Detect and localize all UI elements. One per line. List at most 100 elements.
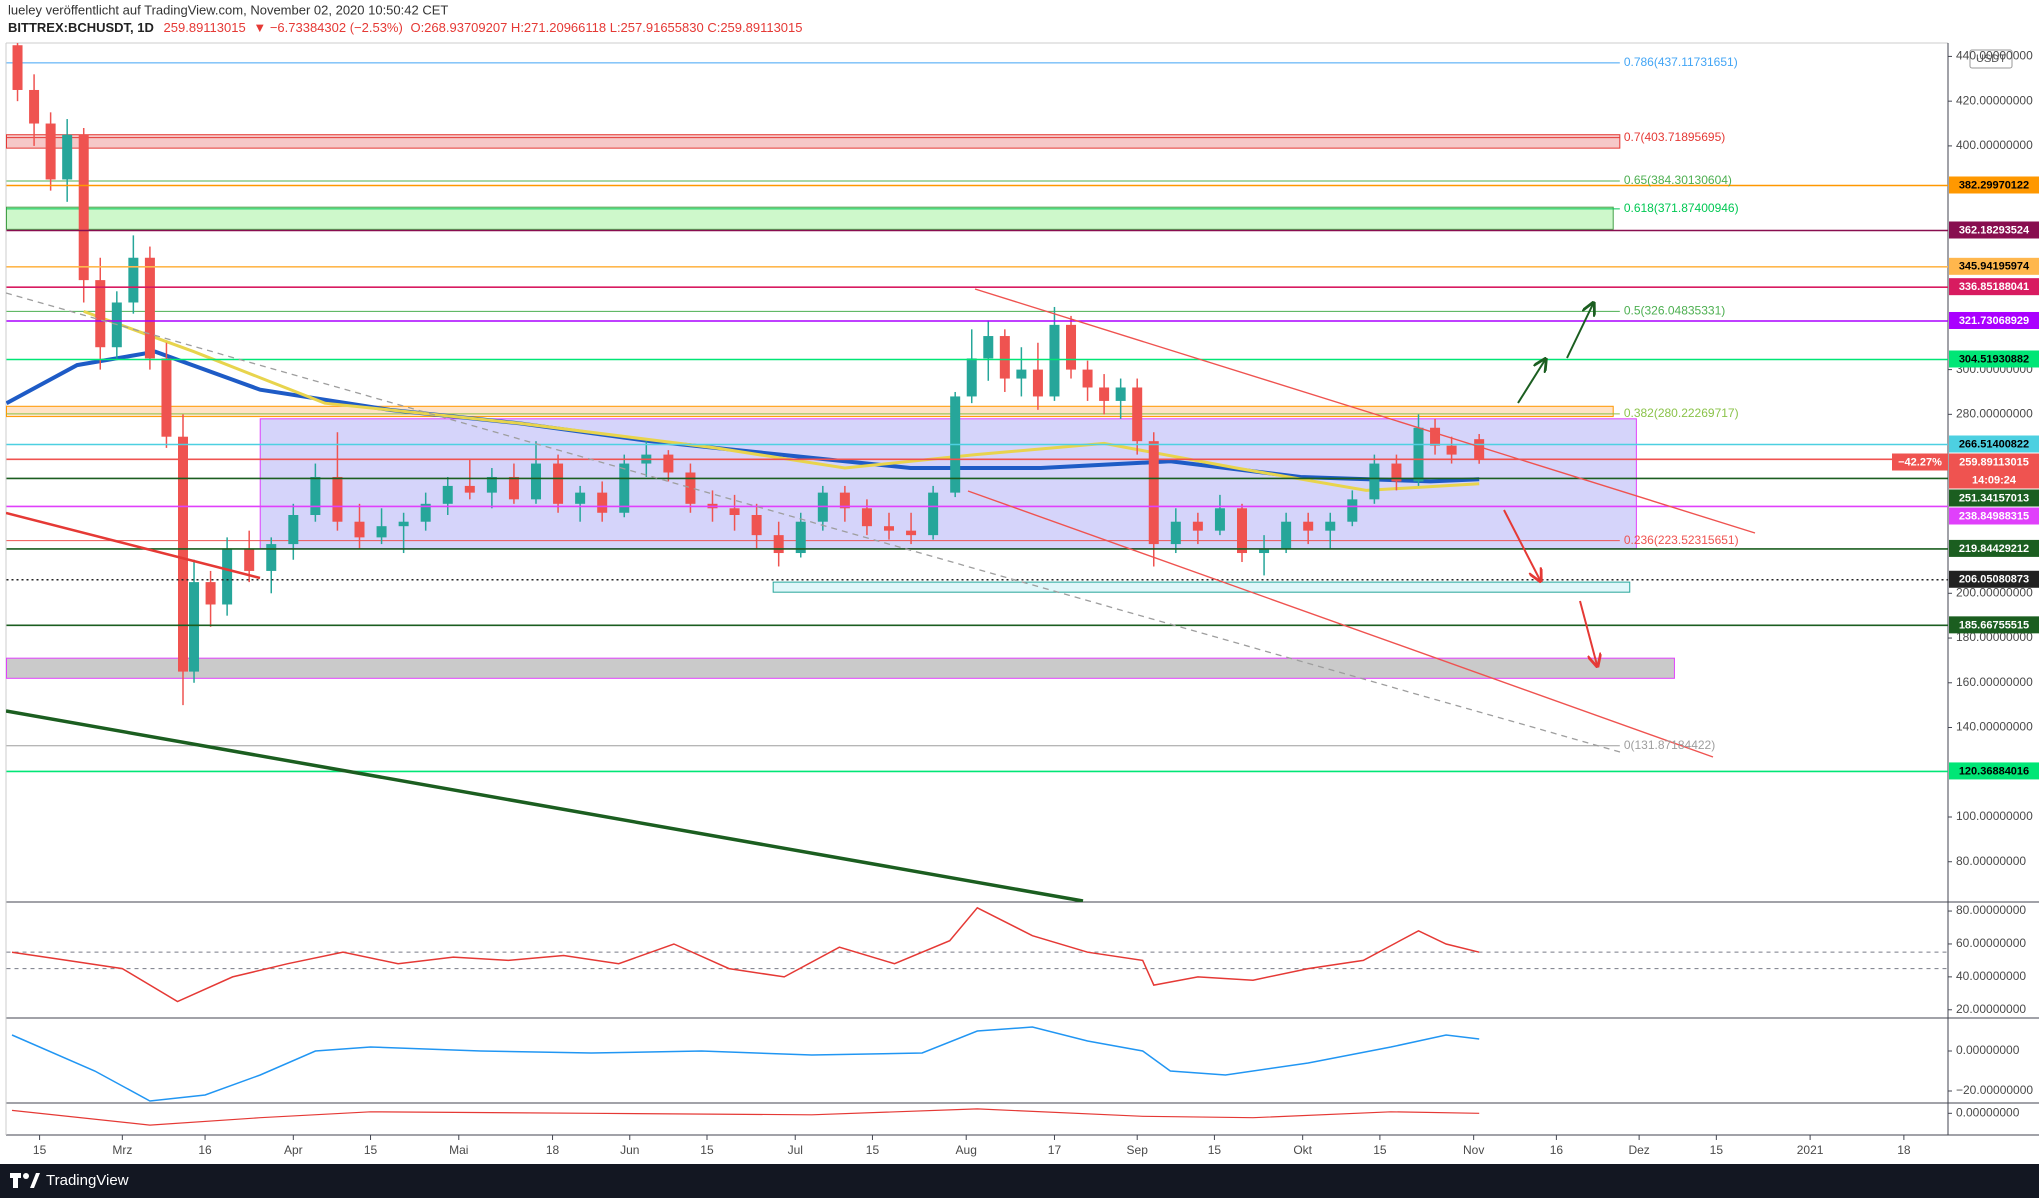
price-label: 362.18293524	[1959, 224, 2030, 236]
candle-body	[553, 463, 564, 504]
x-tick-label: Jul	[788, 1143, 803, 1157]
candle-body	[354, 521, 365, 538]
y-tick-label: 80.00000000	[1956, 903, 2026, 917]
candle-body	[78, 134, 89, 281]
candle-body	[1032, 369, 1043, 397]
candle-body	[1170, 521, 1181, 545]
price-label-box	[1949, 435, 2039, 453]
trend-line	[6, 511, 261, 580]
price-label-box	[1949, 221, 2039, 239]
candle-body	[420, 503, 431, 522]
candle-body	[575, 492, 586, 504]
y-tick-label: 60.00000000	[1956, 936, 2026, 950]
y-tick-label: 100.00000000	[1956, 809, 2033, 823]
x-tick-label: 2021	[1797, 1143, 1824, 1157]
y-tick-label: 140.00000000	[1956, 720, 2033, 734]
candle-body	[1049, 324, 1060, 397]
candle-body	[398, 521, 409, 527]
trend-line	[6, 292, 1621, 753]
x-tick-label: Okt	[1293, 1143, 1312, 1157]
price-label-box	[1949, 489, 2039, 507]
candle-body	[1303, 521, 1314, 531]
candle-body	[1325, 521, 1336, 531]
x-tick-label: 15	[1208, 1143, 1222, 1157]
fib-label: 0.65(384.30130604)	[1624, 173, 1732, 187]
fib-label: 0(131.87184422)	[1624, 738, 1715, 752]
candle-body	[376, 526, 387, 538]
arrow-up	[1517, 360, 1545, 404]
zone	[6, 206, 1614, 230]
price-label: 219.84429212	[1959, 543, 2029, 555]
candle-body	[983, 336, 994, 359]
candle-body	[966, 358, 977, 397]
candle-body	[12, 45, 23, 90]
x-tick-label: Dez	[1628, 1143, 1649, 1157]
x-tick-label: Aug	[956, 1143, 977, 1157]
brand: TradingView	[46, 1172, 129, 1189]
price-label-box	[1949, 539, 2039, 557]
zone	[6, 657, 1675, 679]
price-label: 238.84988315	[1959, 510, 2029, 522]
candle-body	[597, 492, 608, 513]
candle-body	[144, 257, 155, 359]
x-tick-label: 18	[1897, 1143, 1911, 1157]
oscillator-pane	[11, 1108, 1480, 1126]
arrow-up	[1566, 304, 1593, 359]
price-pane	[6, 43, 1948, 773]
y-tick-label: 80.00000000	[1956, 854, 2026, 868]
candle-body	[62, 134, 73, 180]
zone	[6, 134, 1621, 149]
candle-body	[1214, 508, 1225, 531]
candle-body	[795, 521, 806, 554]
y-tick-label: 280.00000000	[1956, 407, 2033, 421]
candle-body	[464, 485, 475, 493]
countdown: 14:09:24	[1972, 474, 2017, 486]
candle-body	[128, 257, 139, 303]
candle-body	[1391, 463, 1402, 482]
fib-label: 0.786(437.11731651)	[1624, 55, 1738, 69]
candle-body	[222, 548, 233, 605]
candle-body	[244, 548, 255, 571]
candle-body	[999, 336, 1010, 379]
candle-body	[1446, 445, 1457, 455]
pane-frames	[5, 42, 2039, 1136]
macd-pane	[11, 1026, 1480, 1102]
candle-body	[332, 476, 343, 522]
fib-label: 0.5(326.04835331)	[1624, 304, 1725, 318]
candle-body	[310, 476, 321, 516]
y-tick-label: 420.00000000	[1956, 93, 2033, 107]
price-label-box	[1949, 176, 2039, 194]
footer	[0, 1164, 2039, 1198]
y-tick-label: 400.00000000	[1956, 138, 2033, 152]
percent-label: −42.27%	[1898, 456, 1942, 468]
change: ▼ −6.73384302 (−2.53%)	[253, 20, 402, 35]
arrow-down	[1579, 600, 1597, 665]
symbol-line: BITTREX:BCHUSDT, 1D 259.89113015 ▼ −6.73…	[8, 20, 803, 35]
candle-body	[189, 582, 200, 672]
indicator-line	[11, 1026, 1480, 1102]
x-tick-label: Mrz	[112, 1143, 132, 1157]
price-label: 259.89113015	[1959, 456, 2029, 468]
zone	[259, 418, 1637, 550]
zone	[772, 581, 1631, 593]
y-tick-label: 20.00000000	[1956, 1002, 2026, 1016]
indicator-line	[83, 309, 1480, 492]
x-tick-label: 15	[33, 1143, 47, 1157]
x-tick-label: Mai	[449, 1143, 468, 1157]
candle-body	[1347, 499, 1358, 522]
candle-body	[839, 492, 850, 509]
y-tick-label: −20.00000000	[1956, 1083, 2033, 1097]
candle-body	[288, 515, 299, 545]
candle-body	[442, 485, 453, 504]
candle-body	[663, 454, 674, 473]
candle-body	[1192, 521, 1203, 531]
x-tick-label: 16	[1550, 1143, 1564, 1157]
candle-body	[1474, 439, 1485, 460]
x-tick-label: 15	[1373, 1143, 1387, 1157]
price-label: 206.05080873	[1959, 574, 2029, 586]
ohlc: O:268.93709207 H:271.20966118 L:257.9165…	[410, 20, 802, 35]
price-label: 304.51930882	[1959, 353, 2029, 365]
symbol: BITTREX:BCHUSDT, 1D	[8, 20, 154, 35]
